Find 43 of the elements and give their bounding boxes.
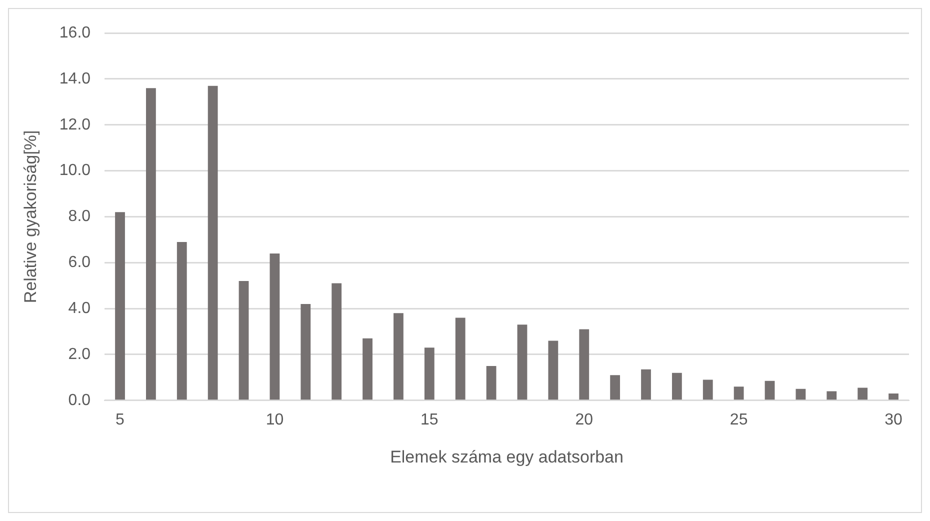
bar: [394, 313, 404, 400]
x-tick-label: 15: [420, 411, 438, 428]
bar: [858, 388, 868, 400]
y-tick-label: 4.0: [68, 300, 91, 317]
y-tick-label: 2.0: [68, 346, 91, 363]
y-tick-label: 10.0: [59, 162, 91, 180]
bar: [826, 391, 837, 400]
bar: [641, 369, 651, 400]
bar: [270, 253, 280, 400]
y-tick-label: 16.0: [59, 24, 91, 42]
bar: [548, 340, 558, 400]
y-axis-title: Relative gyakoriság[%]: [20, 130, 40, 304]
y-tick-label: 8.0: [68, 208, 91, 226]
bar: [579, 329, 590, 400]
bar: [764, 380, 775, 400]
y-tick-label: 12.0: [59, 116, 91, 134]
bar: [734, 386, 744, 400]
bar: [300, 304, 311, 400]
bar: [146, 88, 156, 400]
bar: [362, 338, 372, 400]
x-tick-label: 25: [730, 411, 748, 428]
x-tick-label: 30: [884, 411, 903, 428]
bar: [176, 242, 187, 400]
bar: [455, 318, 466, 400]
bar: [796, 388, 806, 400]
bar: [486, 366, 496, 400]
x-tick-label: 5: [116, 411, 125, 428]
y-tick-label: 6.0: [68, 254, 91, 272]
y-tick-label: 0.0: [68, 392, 91, 409]
y-tick-label: 14.0: [59, 70, 91, 88]
bar: [888, 394, 898, 400]
x-tick-label: 10: [266, 411, 284, 428]
x-axis-title: Elemek száma egy adatsorban: [390, 447, 624, 466]
bar: [610, 375, 620, 400]
bar: [208, 86, 218, 400]
bar: [238, 280, 249, 400]
bar: [115, 212, 125, 400]
bar: [424, 348, 434, 400]
bar: [702, 380, 713, 400]
bar: [517, 324, 528, 400]
x-tick-label: 20: [575, 411, 594, 428]
bar: [672, 372, 682, 400]
bar: [332, 283, 342, 400]
